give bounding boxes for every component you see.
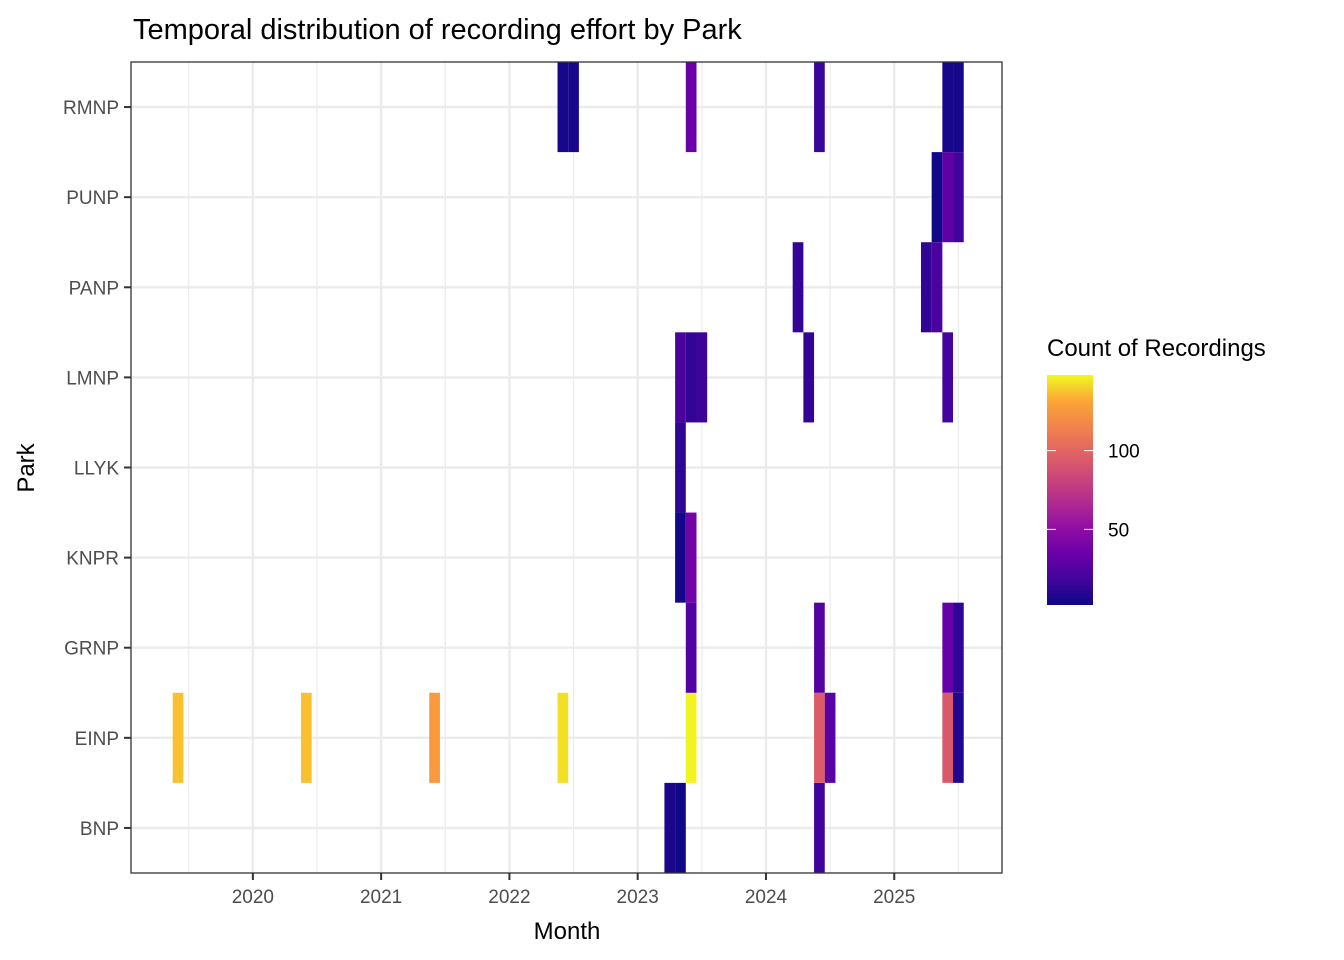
heatmap-tile — [568, 62, 579, 153]
x-tick-label: 2021 — [360, 887, 402, 908]
y-tick-label: LMNP — [66, 368, 119, 389]
heatmap-tile — [172, 692, 184, 783]
y-tick-label: LLYK — [74, 459, 119, 480]
heatmap-tile — [685, 512, 697, 603]
heatmap-tile — [920, 242, 932, 333]
x-axis: 2020 2021 2022 2023 2024 2025 — [232, 873, 915, 908]
heatmap-tile — [814, 782, 825, 873]
heatmap-tile — [814, 602, 825, 693]
legend-tick-label: 50 — [1108, 520, 1129, 541]
y-tick-label: PANP — [69, 278, 119, 299]
heatmap-tile — [931, 152, 943, 243]
x-tick-label: 2025 — [873, 887, 915, 908]
x-tick-label: 2024 — [745, 887, 788, 908]
y-axis-title: Park — [13, 442, 40, 492]
heatmap-tiles — [172, 62, 964, 873]
y-tick-label: EINP — [75, 729, 119, 750]
heatmap-tile — [557, 62, 569, 153]
y-tick-label: KNPR — [66, 549, 119, 570]
legend-ticks: 50 100 — [1047, 442, 1140, 541]
y-tick-label: PUNP — [66, 188, 119, 209]
y-tick-label: RMNP — [63, 98, 119, 119]
heatmap-tile — [942, 602, 954, 693]
heatmap-tile — [953, 602, 964, 693]
color-legend: Count of Recordings 50 100 — [1047, 335, 1266, 605]
heatmap-tile — [824, 692, 836, 783]
heatmap-tile — [557, 692, 569, 783]
heatmap-tile — [685, 602, 697, 693]
y-axis: BNP EINP GRNP KNPR LLYK LMNP PANP PUNP RMNP — [63, 98, 131, 840]
heatmap-tile — [953, 692, 964, 783]
y-tick-label: BNP — [80, 819, 119, 840]
plot-panel — [130, 61, 1003, 874]
heatmap-tile — [685, 692, 697, 783]
heatmap-tile — [792, 242, 804, 333]
legend-tick-label: 100 — [1108, 442, 1140, 463]
heatmap-tile — [685, 62, 697, 153]
x-tick-label: 2020 — [232, 887, 274, 908]
heatmap-tile — [300, 692, 312, 783]
heatmap-tile — [953, 62, 964, 153]
heatmap-tile — [675, 512, 686, 603]
x-tick-label: 2023 — [617, 887, 659, 908]
legend-colorbar — [1047, 375, 1093, 605]
y-tick-label: GRNP — [64, 639, 119, 660]
heatmap-tile — [953, 152, 964, 243]
heatmap-tile — [942, 332, 954, 423]
heatmap-tile — [942, 692, 954, 783]
heatmap-tile — [675, 782, 686, 873]
heatmap-tile — [675, 332, 686, 423]
heatmap-tile — [942, 152, 954, 243]
heatmap-tile — [931, 242, 943, 333]
legend-title: Count of Recordings — [1047, 335, 1266, 362]
heatmap-tile — [803, 332, 815, 423]
heatmap-tile — [685, 332, 697, 423]
x-axis-title: Month — [534, 918, 601, 945]
heatmap-tile — [942, 62, 954, 153]
heatmap-tile — [696, 332, 708, 423]
heatmap-tile — [814, 62, 825, 153]
heatmap-tile — [675, 422, 686, 513]
heatmap-tile — [664, 782, 676, 873]
chart-title: Temporal distribution of recording effor… — [133, 14, 742, 46]
x-tick-label: 2022 — [488, 887, 530, 908]
heatmap-tile — [814, 692, 825, 783]
heatmap-tile — [429, 692, 440, 783]
